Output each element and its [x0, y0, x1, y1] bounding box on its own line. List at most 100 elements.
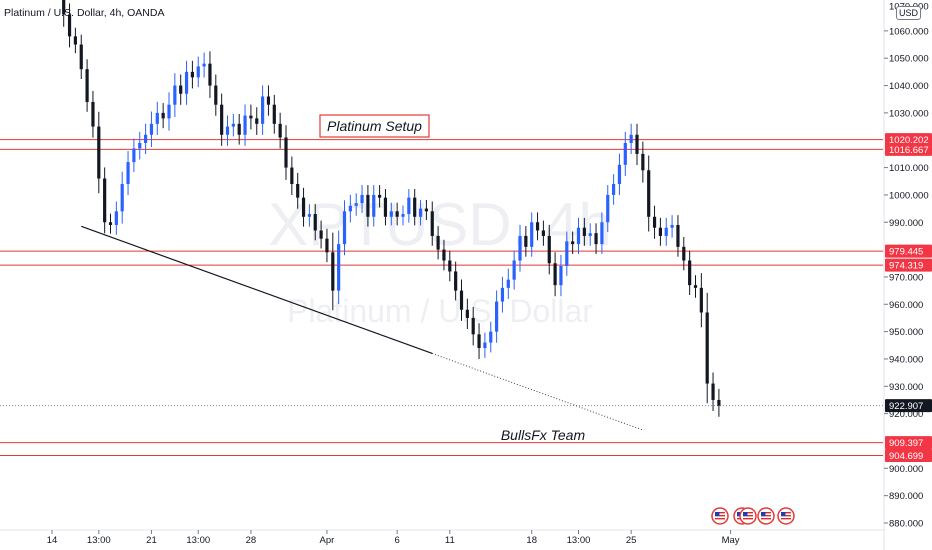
- candle: [225, 115, 230, 146]
- time-axis[interactable]: 14 13:00 21 13:00 28 Apr 6 11 18 13:00 25 May: [0, 529, 884, 546]
- flag-stripe: [743, 518, 753, 520]
- economic-events[interactable]: [711, 507, 795, 525]
- candle: [617, 153, 622, 196]
- candle: [454, 261, 458, 301]
- candle-body: [489, 331, 493, 343]
- candle-body: [214, 85, 218, 105]
- candle-body: [383, 197, 388, 217]
- candle: [641, 141, 645, 183]
- x-tick-label: 11: [445, 535, 455, 546]
- candle: [424, 199, 428, 220]
- candle: [208, 51, 212, 98]
- y-tick-label: 1040.000: [889, 81, 929, 92]
- candles: [62, 0, 721, 417]
- candle: [576, 217, 581, 254]
- candle: [67, 3, 72, 48]
- us-flag-event-icon[interactable]: [777, 507, 795, 525]
- annotations[interactable]: Platinum Setup BullsFx Team: [319, 114, 585, 443]
- candle: [91, 90, 95, 138]
- us-flag-event-icon[interactable]: [757, 507, 775, 525]
- candle-body: [623, 142, 627, 165]
- level-tag-label: 974.319: [889, 261, 923, 272]
- candle: [512, 250, 516, 290]
- candle-body: [296, 183, 300, 198]
- candle: [699, 273, 703, 328]
- candle: [489, 321, 493, 353]
- candle-body: [617, 164, 622, 184]
- level-tag: [885, 436, 932, 450]
- candle-body: [629, 134, 633, 143]
- candle: [184, 60, 189, 105]
- flag-stripe: [761, 512, 771, 514]
- candle: [629, 123, 633, 155]
- candle-body: [389, 211, 393, 217]
- y-tick-label: 920.000: [889, 409, 923, 420]
- currency-badge[interactable]: USD: [896, 6, 922, 20]
- x-tick-label: 28: [246, 535, 257, 546]
- candle: [278, 112, 282, 149]
- candle: [284, 125, 288, 180]
- setup-label-box[interactable]: [319, 114, 430, 138]
- candle-body: [249, 115, 253, 119]
- candle-body: [342, 211, 347, 245]
- candle-body: [418, 208, 423, 217]
- candle-body: [612, 183, 616, 195]
- candle-body: [173, 85, 177, 105]
- candle: [565, 231, 569, 276]
- y-tick-label: 890.000: [889, 491, 923, 502]
- candle: [319, 220, 323, 249]
- candle-body: [255, 118, 259, 124]
- candle: [588, 223, 592, 246]
- candle: [500, 276, 505, 313]
- price-axis[interactable]: 1060.000 1050.000 1040.000 1030.000 1010.000…: [883, 0, 929, 550]
- candle-body: [91, 101, 95, 127]
- candle: [325, 228, 329, 263]
- level-tag-label: 904.699: [889, 451, 923, 462]
- candle-body: [430, 211, 434, 236]
- candle: [448, 250, 452, 282]
- trendline-extension: [432, 353, 643, 431]
- candle: [243, 104, 247, 146]
- flag-canton: [761, 512, 766, 516]
- candle-body: [711, 383, 715, 400]
- us-flag-event-icon[interactable]: [711, 507, 729, 525]
- candle: [465, 298, 469, 330]
- candle-body: [337, 244, 341, 291]
- level-tag: [885, 258, 932, 272]
- candle: [442, 239, 446, 271]
- candle-body: [62, 0, 66, 15]
- us-flag-event-icon[interactable]: [739, 507, 757, 525]
- candle: [383, 189, 388, 226]
- candle-body: [196, 66, 200, 78]
- setup-label: Platinum Setup: [327, 118, 422, 134]
- candle-body: [688, 260, 692, 286]
- candle: [378, 185, 382, 208]
- candle-body: [319, 230, 323, 239]
- flag-canton: [743, 512, 748, 516]
- y-tick-label: 880.000: [889, 518, 923, 529]
- candle: [149, 111, 154, 148]
- candle-body: [167, 104, 171, 119]
- candle-body: [126, 162, 130, 184]
- y-tick-label: 970.000: [889, 272, 923, 283]
- trendline[interactable]: [81, 225, 643, 431]
- candle-body: [465, 309, 469, 318]
- candle: [132, 138, 136, 172]
- candle: [296, 172, 300, 209]
- candle-body: [138, 142, 142, 149]
- candle: [138, 131, 142, 160]
- candle: [290, 156, 294, 196]
- candle: [190, 60, 194, 89]
- y-tick-label: 960.000: [889, 300, 923, 311]
- candle-body: [354, 203, 358, 206]
- x-tick-label: 18: [526, 535, 537, 546]
- candle: [108, 213, 113, 234]
- candle: [167, 92, 171, 131]
- candle: [647, 155, 651, 232]
- candle-body: [378, 194, 382, 198]
- candle: [261, 85, 265, 135]
- level-tag-label: 1020.202: [889, 135, 929, 146]
